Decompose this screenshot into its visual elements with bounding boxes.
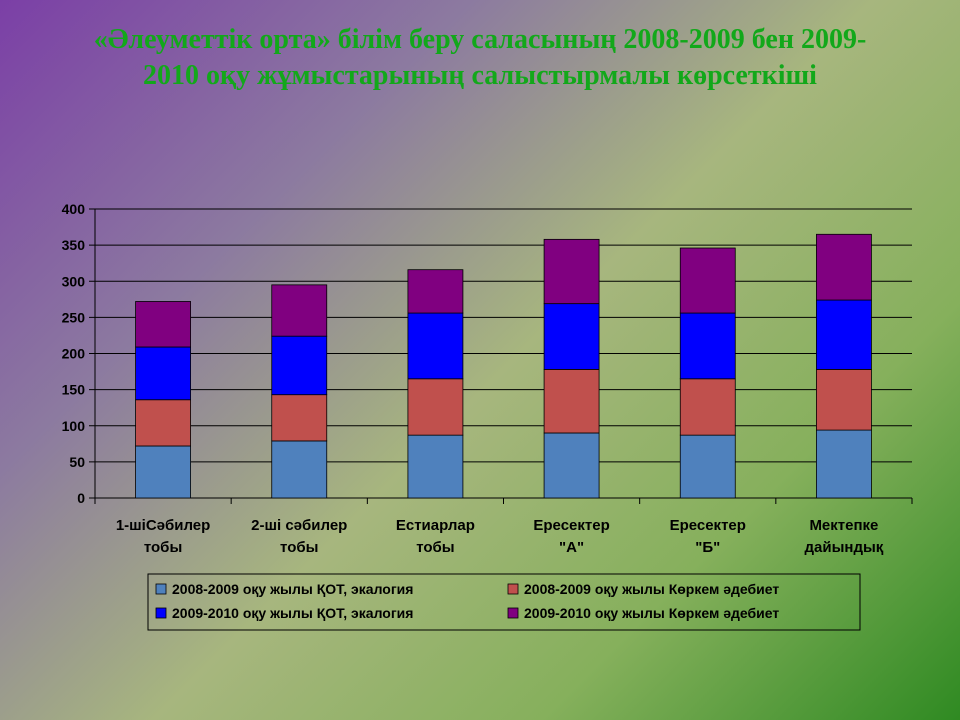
x-category-label: Ересектер <box>533 517 609 534</box>
legend-label: 2008-2009 оқу жылы ҚОТ, экалогия <box>172 581 413 597</box>
bar-segment <box>816 429 872 499</box>
bar-segment <box>816 233 872 301</box>
bar-segment <box>407 434 464 499</box>
y-tick-label: 300 <box>62 273 86 289</box>
bar-segment <box>271 335 328 396</box>
legend-label: 2009-2010 оқу жылы ҚОТ, экалогия <box>172 605 413 621</box>
bar-segment <box>271 394 328 442</box>
y-tick-label: 50 <box>69 454 85 470</box>
x-category-label: тобы <box>416 539 454 556</box>
x-category-label: 1-шіСәбилер <box>116 517 211 534</box>
bar-segment <box>135 399 191 447</box>
bar-segment <box>543 432 600 499</box>
x-category-label: тобы <box>280 539 318 556</box>
bar-segment <box>135 445 191 499</box>
slide-title: «Әлеуметтік орта» білім беру саласының 2… <box>10 22 950 94</box>
x-category-label: "А" <box>559 539 584 556</box>
bar-segment <box>407 312 464 380</box>
bar-segment <box>679 312 736 380</box>
y-tick-label: 250 <box>62 309 86 325</box>
bar-segment <box>816 368 872 431</box>
bar-segment <box>679 378 736 436</box>
x-category-label: дайындық <box>805 539 884 556</box>
legend-swatch <box>507 583 519 595</box>
bar-segment <box>135 346 191 401</box>
legend-swatch <box>507 607 519 619</box>
title-line-2: 2010 оқу жұмыстарының салыстырмалы көрсе… <box>143 60 817 91</box>
bar-segment <box>543 303 600 370</box>
legend-box <box>147 573 861 631</box>
bar-segment <box>135 301 191 348</box>
bar-segment <box>271 284 328 337</box>
x-category-label: Мектепке <box>809 517 878 534</box>
bar-segment <box>543 368 600 434</box>
x-category-label: тобы <box>144 539 182 556</box>
x-category-label: "Б" <box>695 539 720 556</box>
title-line-1: «Әлеуметтік орта» білім беру саласының 2… <box>93 24 867 55</box>
legend-label: 2008-2009 оқу жылы Көркем әдебиет <box>524 581 779 597</box>
legend-swatch <box>155 607 167 619</box>
y-tick-label: 400 <box>62 201 86 217</box>
bar-segment <box>816 299 872 370</box>
x-category-label: 2-ші сәбилер <box>251 517 347 534</box>
bar-segment <box>543 238 600 305</box>
bar-segment <box>407 378 464 436</box>
legend-swatch <box>155 583 167 595</box>
bar-segment <box>679 434 736 499</box>
y-tick-label: 0 <box>77 490 85 506</box>
legend-label: 2009-2010 оқу жылы Көркем әдебиет <box>524 605 779 621</box>
bar-segment <box>679 247 736 314</box>
y-tick-label: 200 <box>62 346 86 362</box>
bar-segment <box>271 440 328 499</box>
bar-segment <box>407 269 464 314</box>
y-tick-label: 100 <box>62 418 86 434</box>
y-tick-label: 350 <box>62 237 86 253</box>
y-tick-label: 150 <box>62 382 86 398</box>
x-category-label: Естиарлар <box>396 517 475 534</box>
x-category-label: Ересектер <box>670 517 746 534</box>
